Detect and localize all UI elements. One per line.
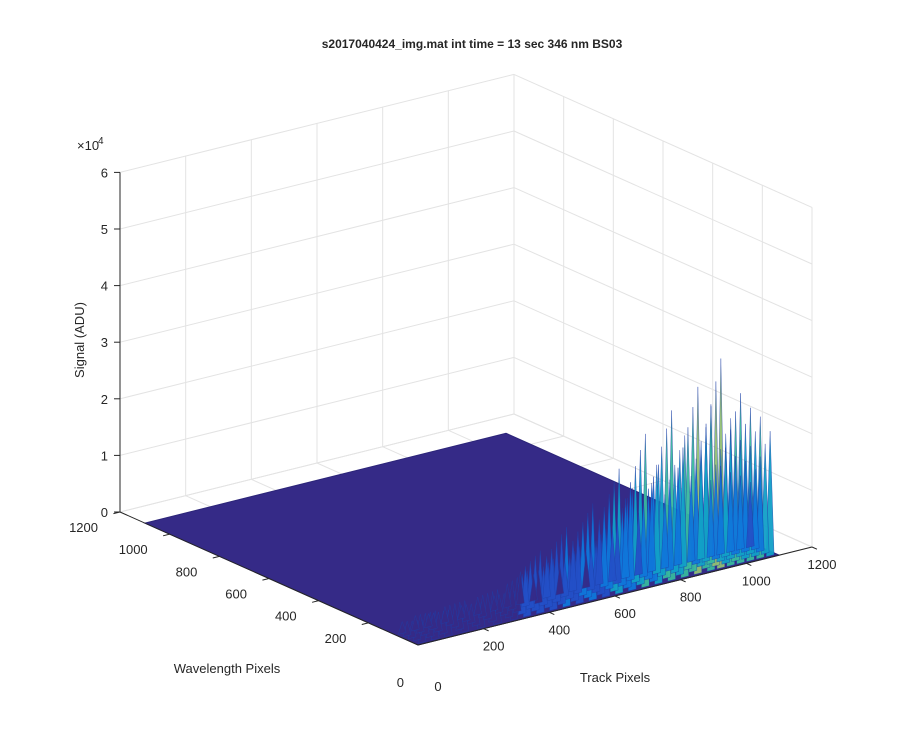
- surface-peak: [736, 475, 745, 551]
- surface-peak: [608, 528, 617, 583]
- x-tick-label: 400: [548, 622, 570, 637]
- z-exponent-power: 4: [98, 136, 104, 147]
- y-tick-mark: [361, 622, 369, 625]
- surface-peak: [473, 596, 482, 616]
- surface-peak: [621, 498, 630, 580]
- surface-peak: [503, 583, 512, 609]
- surface-peak: [542, 556, 551, 599]
- surface-peak: [457, 604, 466, 620]
- y-tick-label: 1200: [69, 520, 98, 535]
- grid-line: [119, 73, 515, 173]
- surface-peak: [660, 494, 670, 570]
- surface-peak: [397, 620, 407, 635]
- surface-peak: [726, 472, 735, 553]
- z-tick-label: 2: [101, 392, 108, 407]
- grid-line: [119, 243, 515, 343]
- x-tick-mark: [680, 579, 686, 583]
- x-tick-mark: [746, 562, 752, 567]
- surface-peak: [647, 483, 656, 573]
- x-tick-mark: [549, 611, 555, 616]
- surface-peak: [696, 450, 706, 561]
- y-tick-label: 0: [397, 675, 404, 690]
- x-tick-label: 200: [483, 639, 505, 654]
- surface-peak: [555, 564, 564, 596]
- z-tick-label: 6: [101, 165, 108, 180]
- x-tick-label: 0: [434, 679, 441, 694]
- surface-peak: [706, 480, 715, 558]
- z-tick-label: 1: [101, 448, 108, 463]
- tick-labels: 2004006008001000120002004006008001000120…: [69, 165, 836, 694]
- y-tick-label: 600: [225, 587, 247, 602]
- z-axis-label: Signal (ADU): [72, 302, 87, 378]
- x-tick-label: 600: [614, 606, 636, 621]
- x-tick-mark: [614, 595, 621, 599]
- grid-line: [513, 356, 813, 491]
- grid-line: [119, 413, 515, 513]
- grid-line: [119, 356, 515, 456]
- grid-line: [513, 187, 813, 322]
- y-tick-mark: [212, 555, 220, 559]
- z-tick-label: 4: [101, 279, 108, 294]
- y-tick-label: 1000: [119, 542, 148, 557]
- y-tick-mark: [262, 578, 270, 581]
- axes-lines: [113, 171, 818, 646]
- surface-peak: [595, 519, 604, 586]
- surface-peak: [411, 614, 420, 632]
- surface-peak: [673, 467, 683, 567]
- surface-peak: [686, 476, 696, 563]
- surface-peak: [746, 482, 755, 549]
- surface-peak: [634, 512, 643, 576]
- surface-peak: [716, 465, 725, 556]
- grid-line: [513, 300, 813, 435]
- z-exponent-base: ×10: [77, 138, 99, 153]
- x-tick-mark: [483, 628, 489, 632]
- chart-title: s2017040424_img.mat int time = 13 sec 34…: [322, 37, 623, 51]
- surface-layer: [143, 358, 781, 646]
- surface-peak: [581, 552, 591, 589]
- surface-peak: [440, 606, 450, 625]
- z-tick-label: 0: [101, 505, 108, 520]
- grid-line: [513, 243, 813, 378]
- y-tick-label: 400: [275, 609, 297, 624]
- surface-peak: [489, 595, 499, 612]
- y-tick-mark: [311, 600, 319, 603]
- grid-line: [513, 130, 813, 265]
- z-tick-label: 5: [101, 222, 108, 237]
- y-tick-mark: [162, 533, 170, 537]
- grid-line: [119, 187, 515, 287]
- grid-line: [119, 300, 515, 400]
- z-tick-label: 3: [101, 335, 108, 350]
- surface-peak: [516, 571, 525, 606]
- x-tick-label: 1000: [742, 573, 771, 588]
- surface-peak: [568, 540, 578, 593]
- x-axis-label: Track Pixels: [580, 670, 651, 685]
- surface-peak: [424, 612, 433, 629]
- x-tick-mark: [811, 546, 818, 550]
- y-tick-label: 800: [176, 564, 198, 579]
- grid-line: [119, 130, 515, 230]
- x-tick-label: 800: [680, 590, 702, 605]
- y-axis-label: Wavelength Pixels: [174, 661, 281, 676]
- y-tick-label: 200: [325, 631, 347, 646]
- surface-peak: [529, 574, 538, 602]
- x-tick-label: 1200: [808, 557, 837, 572]
- grid-line: [513, 73, 813, 208]
